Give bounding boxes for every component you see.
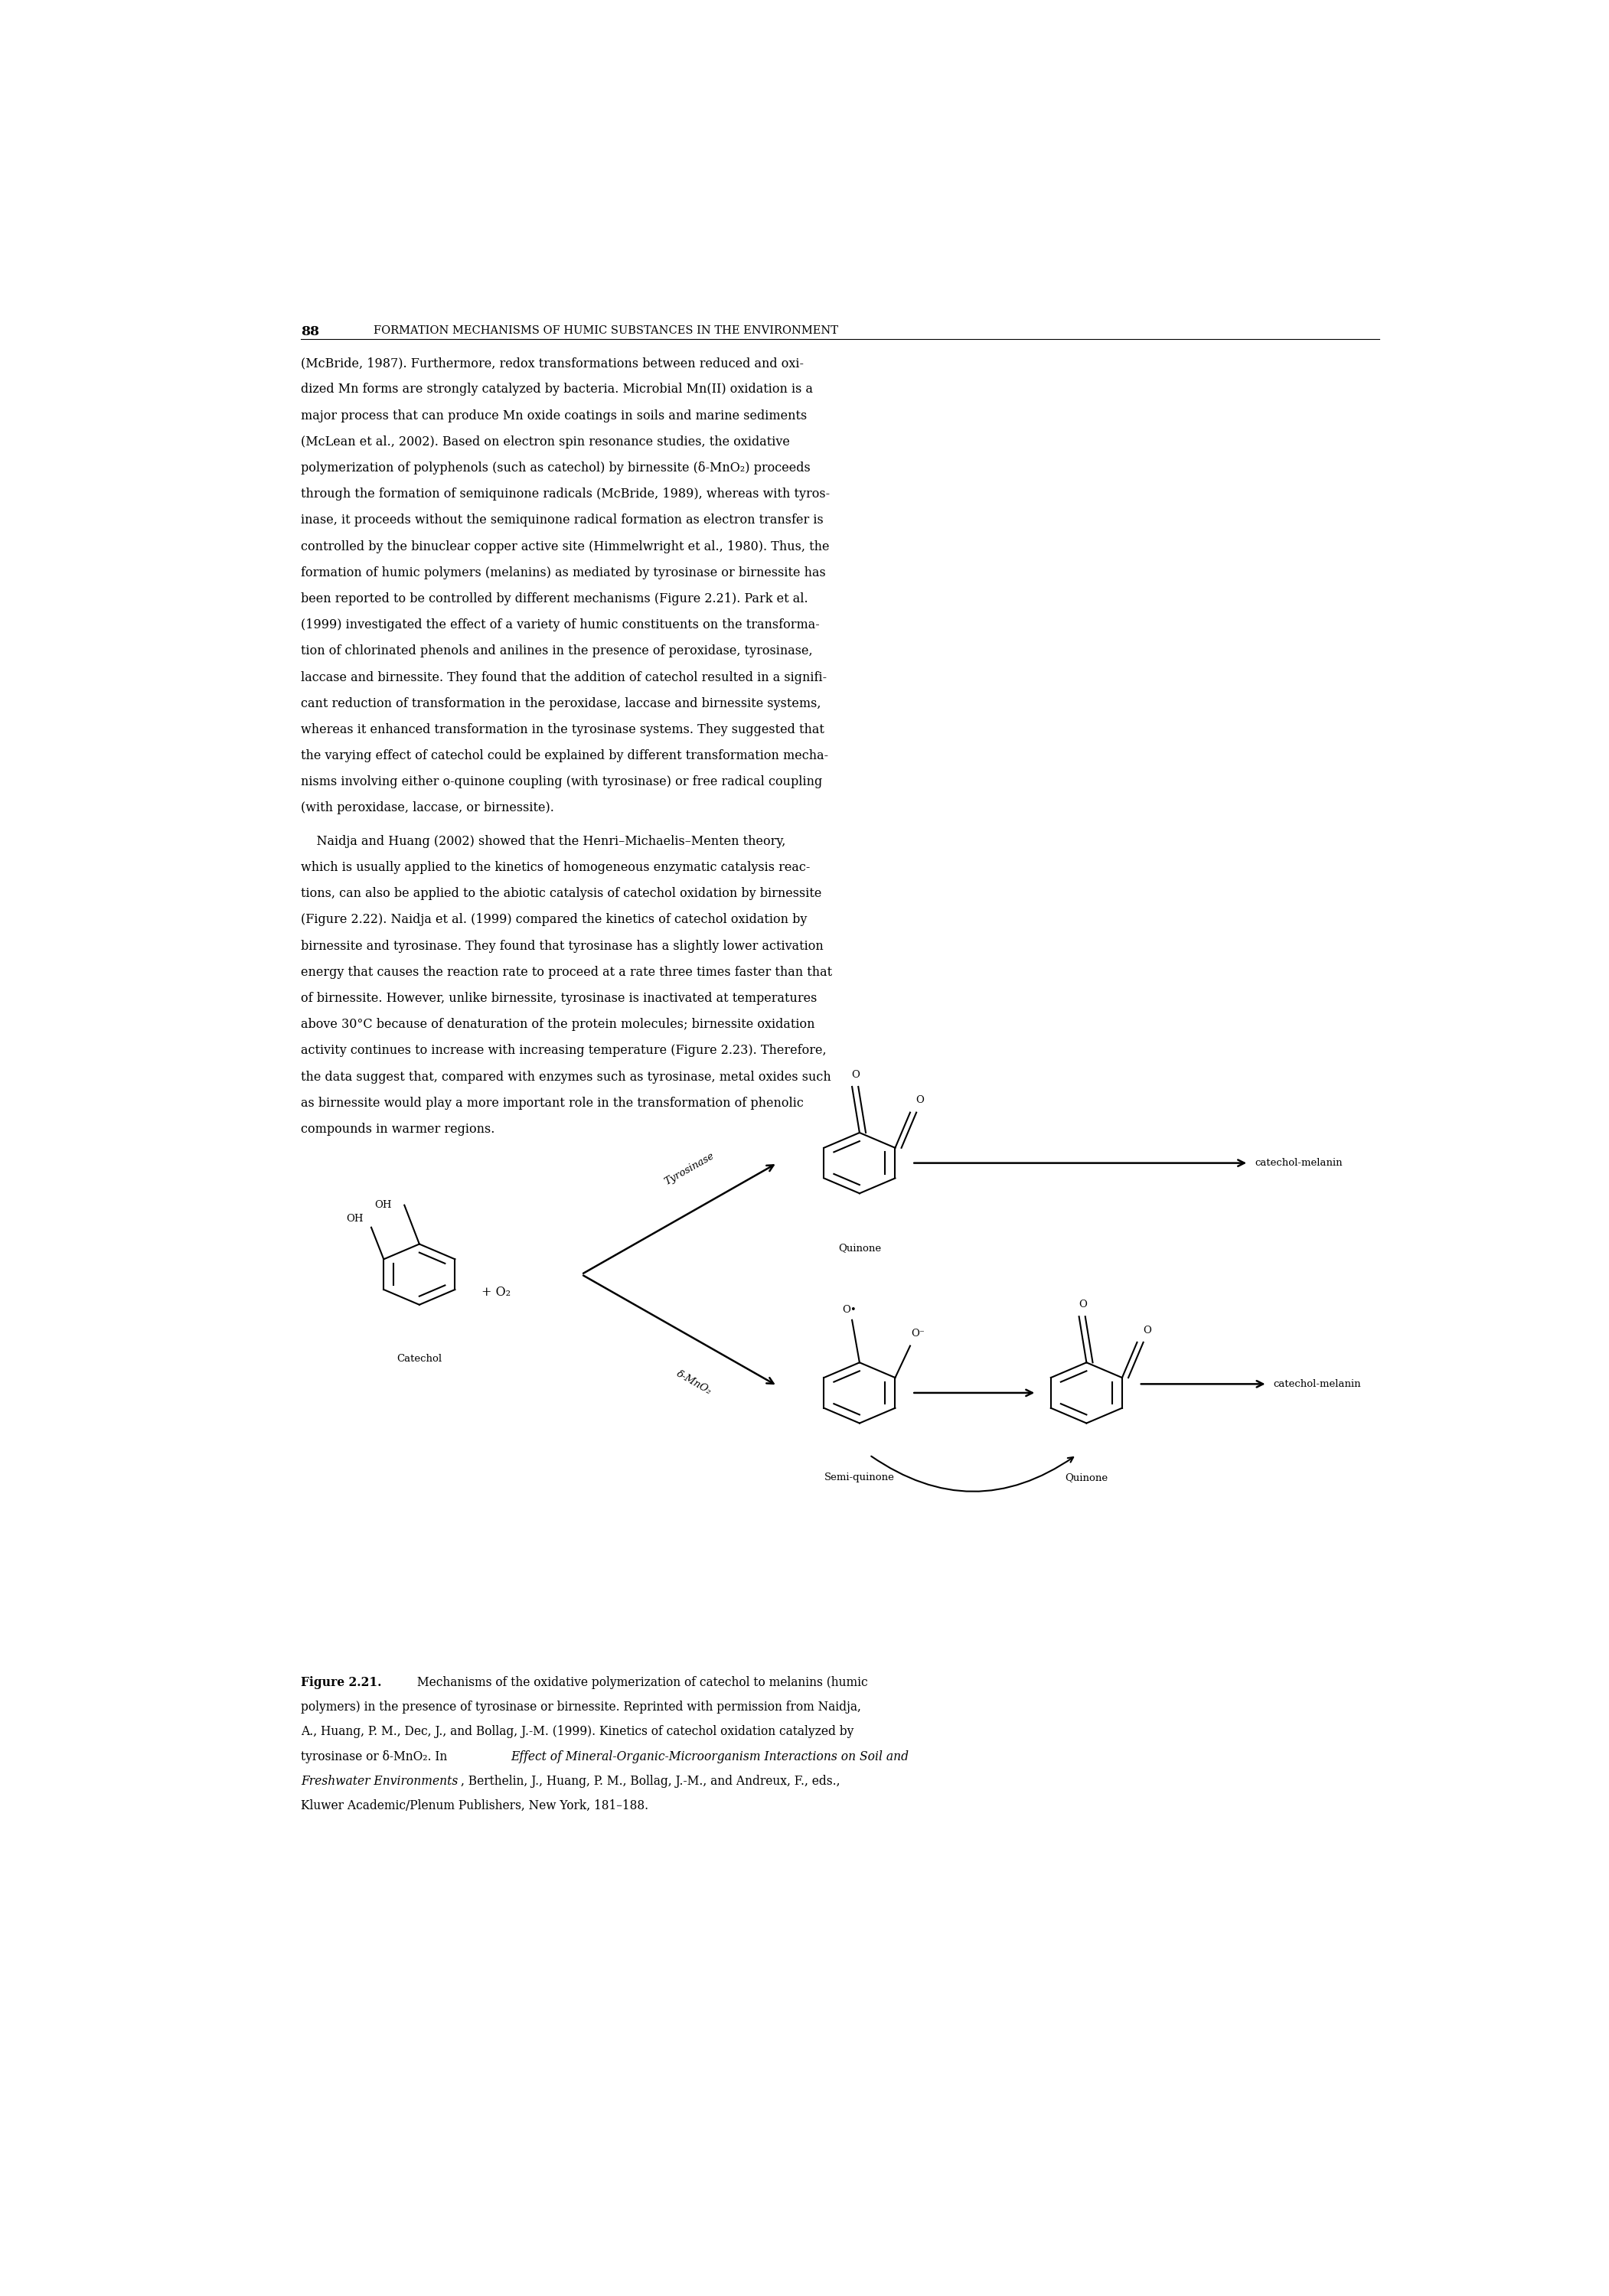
Text: Figure 2.21.: Figure 2.21. (301, 1676, 381, 1690)
Text: tyrosinase or δ-MnO₂. In: tyrosinase or δ-MnO₂. In (301, 1750, 451, 1763)
Text: A., Huang, P. M., Dec, J., and Bollag, J.-M. (1999). Kinetics of catechol oxidat: A., Huang, P. M., Dec, J., and Bollag, J… (301, 1724, 854, 1738)
Text: through the formation of semiquinone radicals (McBride, 1989), whereas with tyro: through the formation of semiquinone rad… (301, 487, 830, 501)
Text: polymers) in the presence of tyrosinase or birnessite. Reprinted with permission: polymers) in the presence of tyrosinase … (301, 1701, 861, 1713)
Text: activity continues to increase with increasing temperature (Figure 2.23). Theref: activity continues to increase with incr… (301, 1045, 827, 1056)
Text: Mechanisms of the oxidative polymerization of catechol to melanins (humic: Mechanisms of the oxidative polymerizati… (414, 1676, 867, 1690)
Text: Catechol: Catechol (397, 1355, 442, 1364)
Text: O: O (1142, 1325, 1150, 1336)
Text: O: O (851, 1070, 859, 1079)
Text: (with peroxidase, laccase, or birnessite).: (with peroxidase, laccase, or birnessite… (301, 801, 553, 815)
Text: of birnessite. However, unlike birnessite, tyrosinase is inactivated at temperat: of birnessite. However, unlike birnessit… (301, 992, 817, 1006)
Text: Quinone: Quinone (838, 1242, 882, 1254)
Text: + O₂: + O₂ (481, 1286, 512, 1300)
Text: major process that can produce Mn oxide coatings in soils and marine sediments: major process that can produce Mn oxide … (301, 409, 808, 422)
Text: tion of chlorinated phenols and anilines in the presence of peroxidase, tyrosina: tion of chlorinated phenols and anilines… (301, 645, 813, 657)
Text: been reported to be controlled by different mechanisms (Figure 2.21). Park et al: been reported to be controlled by differ… (301, 592, 808, 606)
Text: compounds in warmer regions.: compounds in warmer regions. (301, 1123, 496, 1137)
Text: O: O (916, 1095, 924, 1104)
Text: Freshwater Environments: Freshwater Environments (301, 1775, 459, 1789)
Text: Tyrosinase: Tyrosinase (663, 1150, 716, 1187)
Text: (McBride, 1987). Furthermore, redox transformations between reduced and oxi-: (McBride, 1987). Furthermore, redox tran… (301, 356, 804, 370)
Text: OH: OH (375, 1201, 393, 1210)
Text: as birnessite would play a more important role in the transformation of phenolic: as birnessite would play a more importan… (301, 1097, 804, 1109)
Text: Quinone: Quinone (1065, 1472, 1109, 1483)
Text: energy that causes the reaction rate to proceed at a rate three times faster tha: energy that causes the reaction rate to … (301, 967, 832, 978)
Text: FORMATION MECHANISMS OF HUMIC SUBSTANCES IN THE ENVIRONMENT: FORMATION MECHANISMS OF HUMIC SUBSTANCES… (373, 326, 838, 335)
Text: controlled by the binuclear copper active site (Himmelwright et al., 1980). Thus: controlled by the binuclear copper activ… (301, 540, 829, 553)
Text: the varying effect of catechol could be explained by different transformation me: the varying effect of catechol could be … (301, 748, 829, 762)
Text: catechol-melanin: catechol-melanin (1255, 1157, 1342, 1169)
Text: catechol-melanin: catechol-melanin (1274, 1380, 1361, 1389)
Text: formation of humic polymers (melanins) as mediated by tyrosinase or birnessite h: formation of humic polymers (melanins) a… (301, 567, 825, 579)
Text: dized Mn forms are strongly catalyzed by bacteria. Microbial Mn(II) oxidation is: dized Mn forms are strongly catalyzed by… (301, 383, 813, 395)
Text: whereas it enhanced transformation in the tyrosinase systems. They suggested tha: whereas it enhanced transformation in th… (301, 723, 824, 737)
Text: Naidja and Huang (2002) showed that the Henri–Michaelis–Menten theory,: Naidja and Huang (2002) showed that the … (301, 836, 785, 847)
Text: O: O (1078, 1300, 1088, 1309)
Text: Effect of Mineral-Organic-Microorganism Interactions on Soil and: Effect of Mineral-Organic-Microorganism … (510, 1750, 909, 1763)
Text: tions, can also be applied to the abiotic catalysis of catechol oxidation by bir: tions, can also be applied to the abioti… (301, 886, 822, 900)
Text: Semi-quinone: Semi-quinone (824, 1472, 895, 1483)
Text: OH: OH (346, 1215, 364, 1224)
Text: Kluwer Academic/Plenum Publishers, New York, 181–188.: Kluwer Academic/Plenum Publishers, New Y… (301, 1800, 648, 1812)
Text: O⁻: O⁻ (911, 1329, 925, 1339)
Text: (Figure 2.22). Naidja et al. (1999) compared the kinetics of catechol oxidation : (Figure 2.22). Naidja et al. (1999) comp… (301, 914, 808, 925)
Text: , Berthelin, J., Huang, P. M., Bollag, J.-M., and Andreux, F., eds.,: , Berthelin, J., Huang, P. M., Bollag, J… (460, 1775, 840, 1789)
Text: nisms involving either o-quinone coupling (with tyrosinase) or free radical coup: nisms involving either o-quinone couplin… (301, 776, 822, 788)
Text: δ-MnO₂: δ-MnO₂ (674, 1368, 714, 1396)
Text: (McLean et al., 2002). Based on electron spin resonance studies, the oxidative: (McLean et al., 2002). Based on electron… (301, 436, 790, 448)
Text: above 30°C because of denaturation of the protein molecules; birnessite oxidatio: above 30°C because of denaturation of th… (301, 1017, 814, 1031)
Text: birnessite and tyrosinase. They found that tyrosinase has a slightly lower activ: birnessite and tyrosinase. They found th… (301, 939, 824, 953)
Text: cant reduction of transformation in the peroxidase, laccase and birnessite syste: cant reduction of transformation in the … (301, 698, 821, 709)
Text: inase, it proceeds without the semiquinone radical formation as electron transfe: inase, it proceeds without the semiquino… (301, 514, 824, 526)
Text: which is usually applied to the kinetics of homogeneous enzymatic catalysis reac: which is usually applied to the kinetics… (301, 861, 811, 875)
Text: polymerization of polyphenols (such as catechol) by birnessite (δ-MnO₂) proceeds: polymerization of polyphenols (such as c… (301, 461, 811, 475)
Text: the data suggest that, compared with enzymes such as tyrosinase, metal oxides su: the data suggest that, compared with enz… (301, 1070, 832, 1084)
Text: (1999) investigated the effect of a variety of humic constituents on the transfo: (1999) investigated the effect of a vari… (301, 618, 819, 631)
Text: 88: 88 (301, 326, 319, 338)
Text: O•: O• (843, 1304, 856, 1316)
Text: laccase and birnessite. They found that the addition of catechol resulted in a s: laccase and birnessite. They found that … (301, 670, 827, 684)
